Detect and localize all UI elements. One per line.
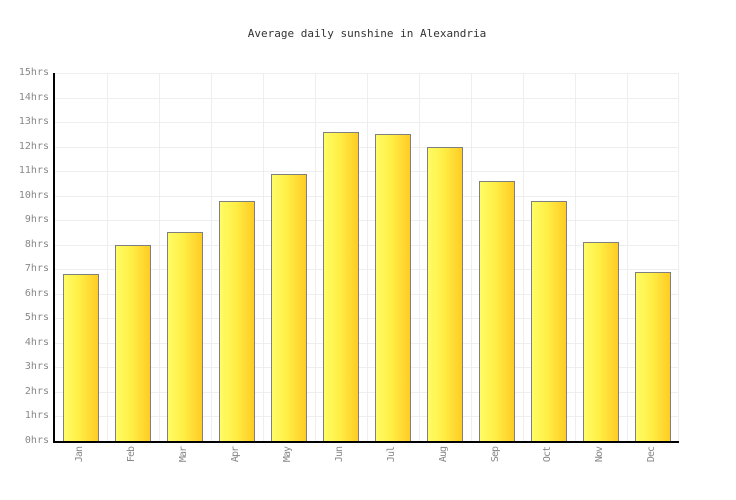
y-tick-label: 2hrs xyxy=(24,386,49,397)
v-gridline xyxy=(523,73,524,441)
x-tick-label: Dec xyxy=(646,447,657,463)
y-tick-label: 6hrs xyxy=(24,288,49,299)
v-gridline xyxy=(107,73,108,441)
bar-jul xyxy=(375,134,411,441)
y-tick-label: 0hrs xyxy=(24,435,49,446)
x-tick-label: Jan xyxy=(74,447,85,463)
bar-apr xyxy=(219,201,255,441)
y-tick-label: 8hrs xyxy=(24,239,49,250)
v-gridline xyxy=(627,73,628,441)
y-tick-label: 15hrs xyxy=(18,67,49,78)
bar-may xyxy=(271,174,307,441)
x-tick-label: Mar xyxy=(178,447,189,463)
bar-feb xyxy=(115,245,151,441)
v-gridline xyxy=(263,73,264,441)
v-gridline xyxy=(159,73,160,441)
chart-title: Average daily sunshine in Alexandria xyxy=(247,27,487,40)
v-gridline xyxy=(315,73,316,441)
x-tick-label: Jul xyxy=(386,447,397,463)
bar-oct xyxy=(531,201,567,441)
y-tick-label: 9hrs xyxy=(24,214,49,225)
v-gridline xyxy=(419,73,420,441)
y-tick-label: 14hrs xyxy=(18,92,49,103)
x-tick-label: Apr xyxy=(230,447,241,463)
bar-nov xyxy=(583,242,619,441)
x-tick-label: Jun xyxy=(334,447,345,463)
bar-aug xyxy=(427,147,463,441)
x-tick-label: Feb xyxy=(126,447,137,463)
x-tick-label: Oct xyxy=(542,447,553,463)
y-tick-label: 3hrs xyxy=(24,361,49,372)
y-tick-label: 5hrs xyxy=(24,312,49,323)
bar-jun xyxy=(323,132,359,441)
y-tick-label: 10hrs xyxy=(18,190,49,201)
v-gridline xyxy=(678,73,679,441)
bar-dec xyxy=(635,272,671,441)
y-tick-label: 12hrs xyxy=(18,141,49,152)
y-tick-label: 1hrs xyxy=(24,410,49,421)
bar-mar xyxy=(167,232,203,441)
v-gridline xyxy=(211,73,212,441)
x-tick-label: May xyxy=(282,447,293,463)
x-tick-label: Nov xyxy=(594,447,605,463)
y-tick-label: 11hrs xyxy=(18,165,49,176)
y-tick-label: 7hrs xyxy=(24,263,49,274)
y-tick-label: 4hrs xyxy=(24,337,49,348)
x-tick-label: Aug xyxy=(438,447,449,463)
x-tick-label: Sep xyxy=(490,447,501,463)
y-tick-label: 13hrs xyxy=(18,116,49,127)
bar-sep xyxy=(479,181,515,441)
v-gridline xyxy=(367,73,368,441)
bar-jan xyxy=(63,274,99,441)
v-gridline xyxy=(575,73,576,441)
v-gridline xyxy=(471,73,472,441)
plot-area xyxy=(53,73,679,443)
